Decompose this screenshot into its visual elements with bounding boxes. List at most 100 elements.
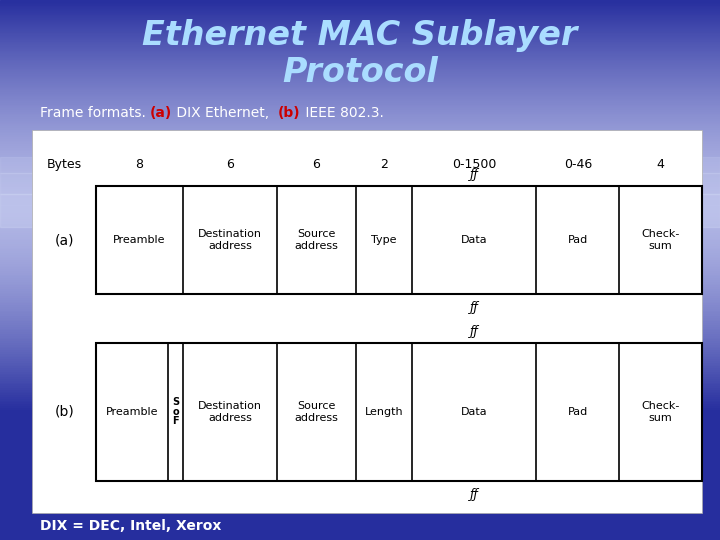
Bar xyxy=(0,184,720,185)
Bar xyxy=(0,380,720,382)
Bar xyxy=(0,39,720,42)
Bar xyxy=(0,515,720,517)
Bar xyxy=(0,518,720,520)
Bar xyxy=(0,493,720,495)
Bar xyxy=(0,461,720,463)
Bar xyxy=(0,434,720,436)
Bar xyxy=(0,47,720,49)
Bar xyxy=(0,520,720,522)
Bar xyxy=(0,212,720,214)
Bar xyxy=(0,120,720,123)
Bar xyxy=(0,110,720,112)
Bar xyxy=(0,130,720,131)
Text: 6: 6 xyxy=(226,158,234,171)
Bar xyxy=(0,511,720,513)
Text: Pad: Pad xyxy=(568,407,588,417)
Bar xyxy=(0,255,720,258)
Bar xyxy=(0,448,720,450)
Bar xyxy=(0,119,720,120)
Bar xyxy=(0,292,720,293)
Bar xyxy=(0,173,720,174)
Bar xyxy=(0,401,720,403)
Bar xyxy=(0,270,720,272)
Bar xyxy=(0,346,720,347)
Bar xyxy=(0,535,720,536)
Bar xyxy=(0,157,720,173)
Text: Protocol: Protocol xyxy=(282,56,438,90)
Bar xyxy=(0,457,720,459)
Bar xyxy=(0,4,720,5)
Text: Check-
sum: Check- sum xyxy=(642,401,680,423)
Bar xyxy=(0,5,720,7)
Bar xyxy=(0,333,720,335)
Bar xyxy=(0,209,720,211)
Bar xyxy=(0,50,720,52)
Bar xyxy=(0,328,720,329)
Bar xyxy=(0,211,720,212)
Bar xyxy=(0,509,720,511)
Bar xyxy=(0,74,720,76)
Text: (a): (a) xyxy=(55,233,74,247)
Bar xyxy=(0,178,720,180)
Text: 6: 6 xyxy=(312,158,320,171)
Bar xyxy=(0,232,720,234)
Bar xyxy=(0,329,720,331)
Bar xyxy=(0,349,720,351)
Bar xyxy=(0,76,720,77)
Text: IEEE 802.3.: IEEE 802.3. xyxy=(301,106,384,120)
Bar xyxy=(0,142,720,144)
Bar xyxy=(0,285,720,286)
Bar xyxy=(0,239,720,241)
Bar xyxy=(0,180,720,182)
Bar xyxy=(0,128,720,130)
Bar xyxy=(0,344,720,346)
Bar xyxy=(0,200,720,201)
Bar xyxy=(0,96,720,97)
Bar xyxy=(0,356,720,358)
Bar xyxy=(0,524,720,525)
Bar xyxy=(0,309,720,312)
Bar xyxy=(0,538,720,540)
Bar xyxy=(0,394,720,396)
Bar xyxy=(0,387,720,389)
Bar xyxy=(0,390,720,393)
Bar xyxy=(0,425,720,427)
Text: ƒƒ: ƒƒ xyxy=(470,325,479,338)
Bar xyxy=(0,281,720,282)
Bar xyxy=(0,355,720,356)
Text: ƒƒ: ƒƒ xyxy=(470,488,479,501)
Bar xyxy=(0,70,720,72)
Bar xyxy=(0,498,720,501)
Bar xyxy=(0,367,720,369)
Bar xyxy=(0,369,720,371)
Bar xyxy=(0,315,720,317)
Bar xyxy=(0,146,720,147)
Bar xyxy=(0,227,720,228)
Bar xyxy=(0,437,720,439)
Bar xyxy=(0,49,720,50)
Bar xyxy=(0,441,720,443)
Text: Destination
address: Destination address xyxy=(198,401,262,423)
Bar xyxy=(0,258,720,259)
Bar xyxy=(0,450,720,452)
Text: S
o
F: S o F xyxy=(172,397,179,427)
Bar xyxy=(0,86,720,88)
Bar xyxy=(0,319,720,320)
Bar xyxy=(0,198,720,200)
Bar xyxy=(0,400,720,401)
Bar xyxy=(0,459,720,461)
Bar xyxy=(0,288,720,290)
Bar xyxy=(0,243,720,245)
Bar xyxy=(0,471,720,474)
Bar xyxy=(0,189,720,191)
Bar xyxy=(0,32,720,34)
Bar xyxy=(0,112,720,113)
Bar xyxy=(0,93,720,96)
Bar xyxy=(0,326,720,328)
Text: Ethernet MAC Sublayer: Ethernet MAC Sublayer xyxy=(143,18,577,52)
Bar xyxy=(0,144,720,146)
Bar xyxy=(0,410,720,412)
Bar xyxy=(0,135,720,137)
Bar xyxy=(0,72,720,74)
Bar xyxy=(0,231,720,232)
